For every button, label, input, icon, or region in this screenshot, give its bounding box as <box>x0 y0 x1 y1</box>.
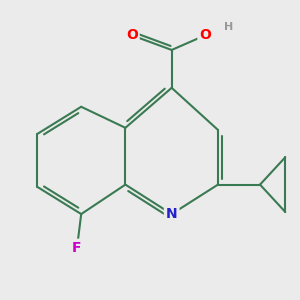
Text: O: O <box>126 28 138 42</box>
Text: O: O <box>200 28 211 42</box>
Text: F: F <box>72 241 82 255</box>
Text: N: N <box>166 207 178 221</box>
Text: H: H <box>224 22 233 32</box>
